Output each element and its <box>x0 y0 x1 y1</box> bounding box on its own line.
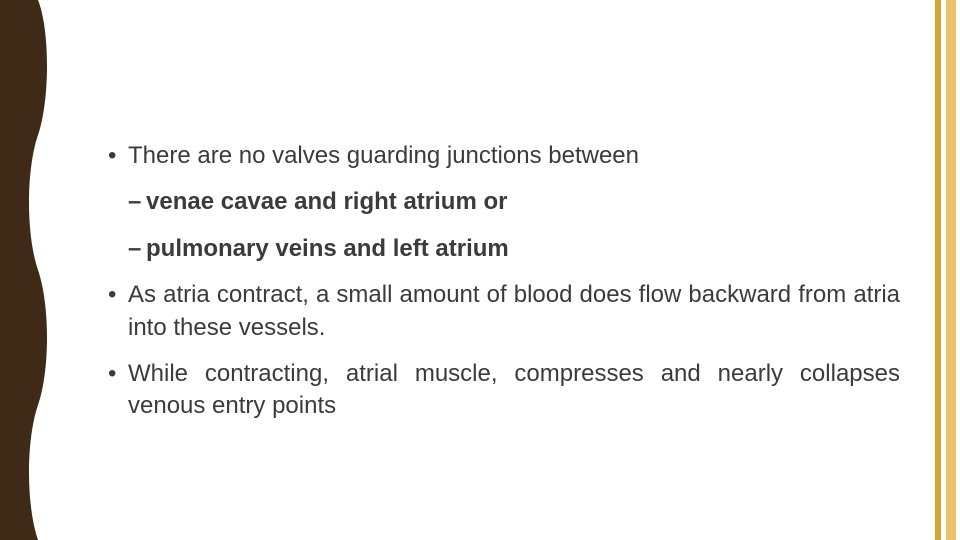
left-decoration <box>0 0 50 540</box>
sub-item: pulmonary veins and left atrium <box>128 233 900 265</box>
slide-content: There are no valves guarding junctions b… <box>108 140 900 437</box>
wave-path <box>0 0 47 540</box>
bullet-text: There are no valves guarding junctions b… <box>128 142 639 169</box>
bullet-text: As atria contract, a small amount of blo… <box>128 281 900 340</box>
right-stripe-0 <box>935 0 941 540</box>
bullet-text: While contracting, atrial muscle, compre… <box>128 360 900 419</box>
right-stripe-1 <box>946 0 956 540</box>
bullet-item: As atria contract, a small amount of blo… <box>108 279 900 344</box>
slide: There are no valves guarding junctions b… <box>0 0 960 540</box>
sub-list: venae cavae and right atrium or pulmonary… <box>128 186 900 265</box>
sub-item: venae cavae and right atrium or <box>128 186 900 218</box>
bullet-item: While contracting, atrial muscle, compre… <box>108 358 900 423</box>
bullet-list: There are no valves guarding junctions b… <box>108 140 900 423</box>
bullet-item: There are no valves guarding junctions b… <box>108 140 900 265</box>
wave-shape-icon <box>0 0 50 540</box>
